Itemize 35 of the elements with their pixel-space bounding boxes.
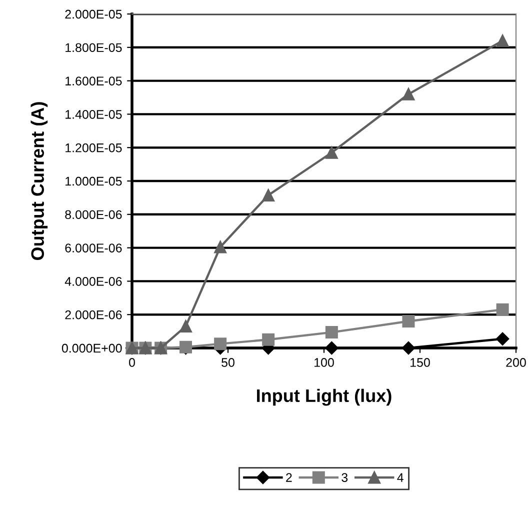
x-tick-label: 50 [222, 358, 234, 367]
x-tick-label: 150 [410, 358, 430, 367]
y-tick-label: 4.000E-06 [64, 277, 122, 286]
point [262, 188, 275, 202]
x-axis-title: Input Light (lux) [257, 388, 392, 406]
y-tick-label: 1.600E-05 [66, 76, 122, 86]
point [496, 34, 509, 47]
x-tick-label: 200 [506, 358, 526, 367]
y-tick-label: 2.000E-05 [65, 10, 122, 19]
point [325, 326, 338, 339]
x-tick-label: 100 [314, 358, 334, 367]
point [325, 341, 338, 355]
point [496, 303, 509, 316]
legend-label: 3 [342, 473, 348, 482]
y-axis-title: Output Current (A) [30, 102, 48, 260]
y-tick-label: 6.000E-06 [65, 244, 122, 252]
y-tick-label: 0.000E+00 [62, 344, 122, 353]
point [496, 332, 510, 346]
y-tick-label: 1.800E-05 [66, 43, 122, 52]
point [262, 333, 275, 346]
point [325, 146, 338, 159]
point [402, 315, 415, 328]
point [402, 88, 415, 100]
point [180, 320, 192, 333]
x-tick-label: 0 [129, 358, 135, 367]
point [402, 341, 416, 355]
y-tick-label: 1.200E-05 [66, 143, 122, 152]
y-tick-label: 2.000E-06 [65, 310, 122, 320]
y-tick-label: 1.400E-05 [66, 110, 122, 119]
y-tick-label: 8.000E-06 [65, 210, 122, 220]
y-tick-label: 1.000E-05 [66, 176, 122, 186]
legend-label: 2 [286, 473, 292, 482]
legend-label: 4 [397, 473, 404, 482]
point [214, 338, 227, 350]
point [214, 240, 227, 254]
